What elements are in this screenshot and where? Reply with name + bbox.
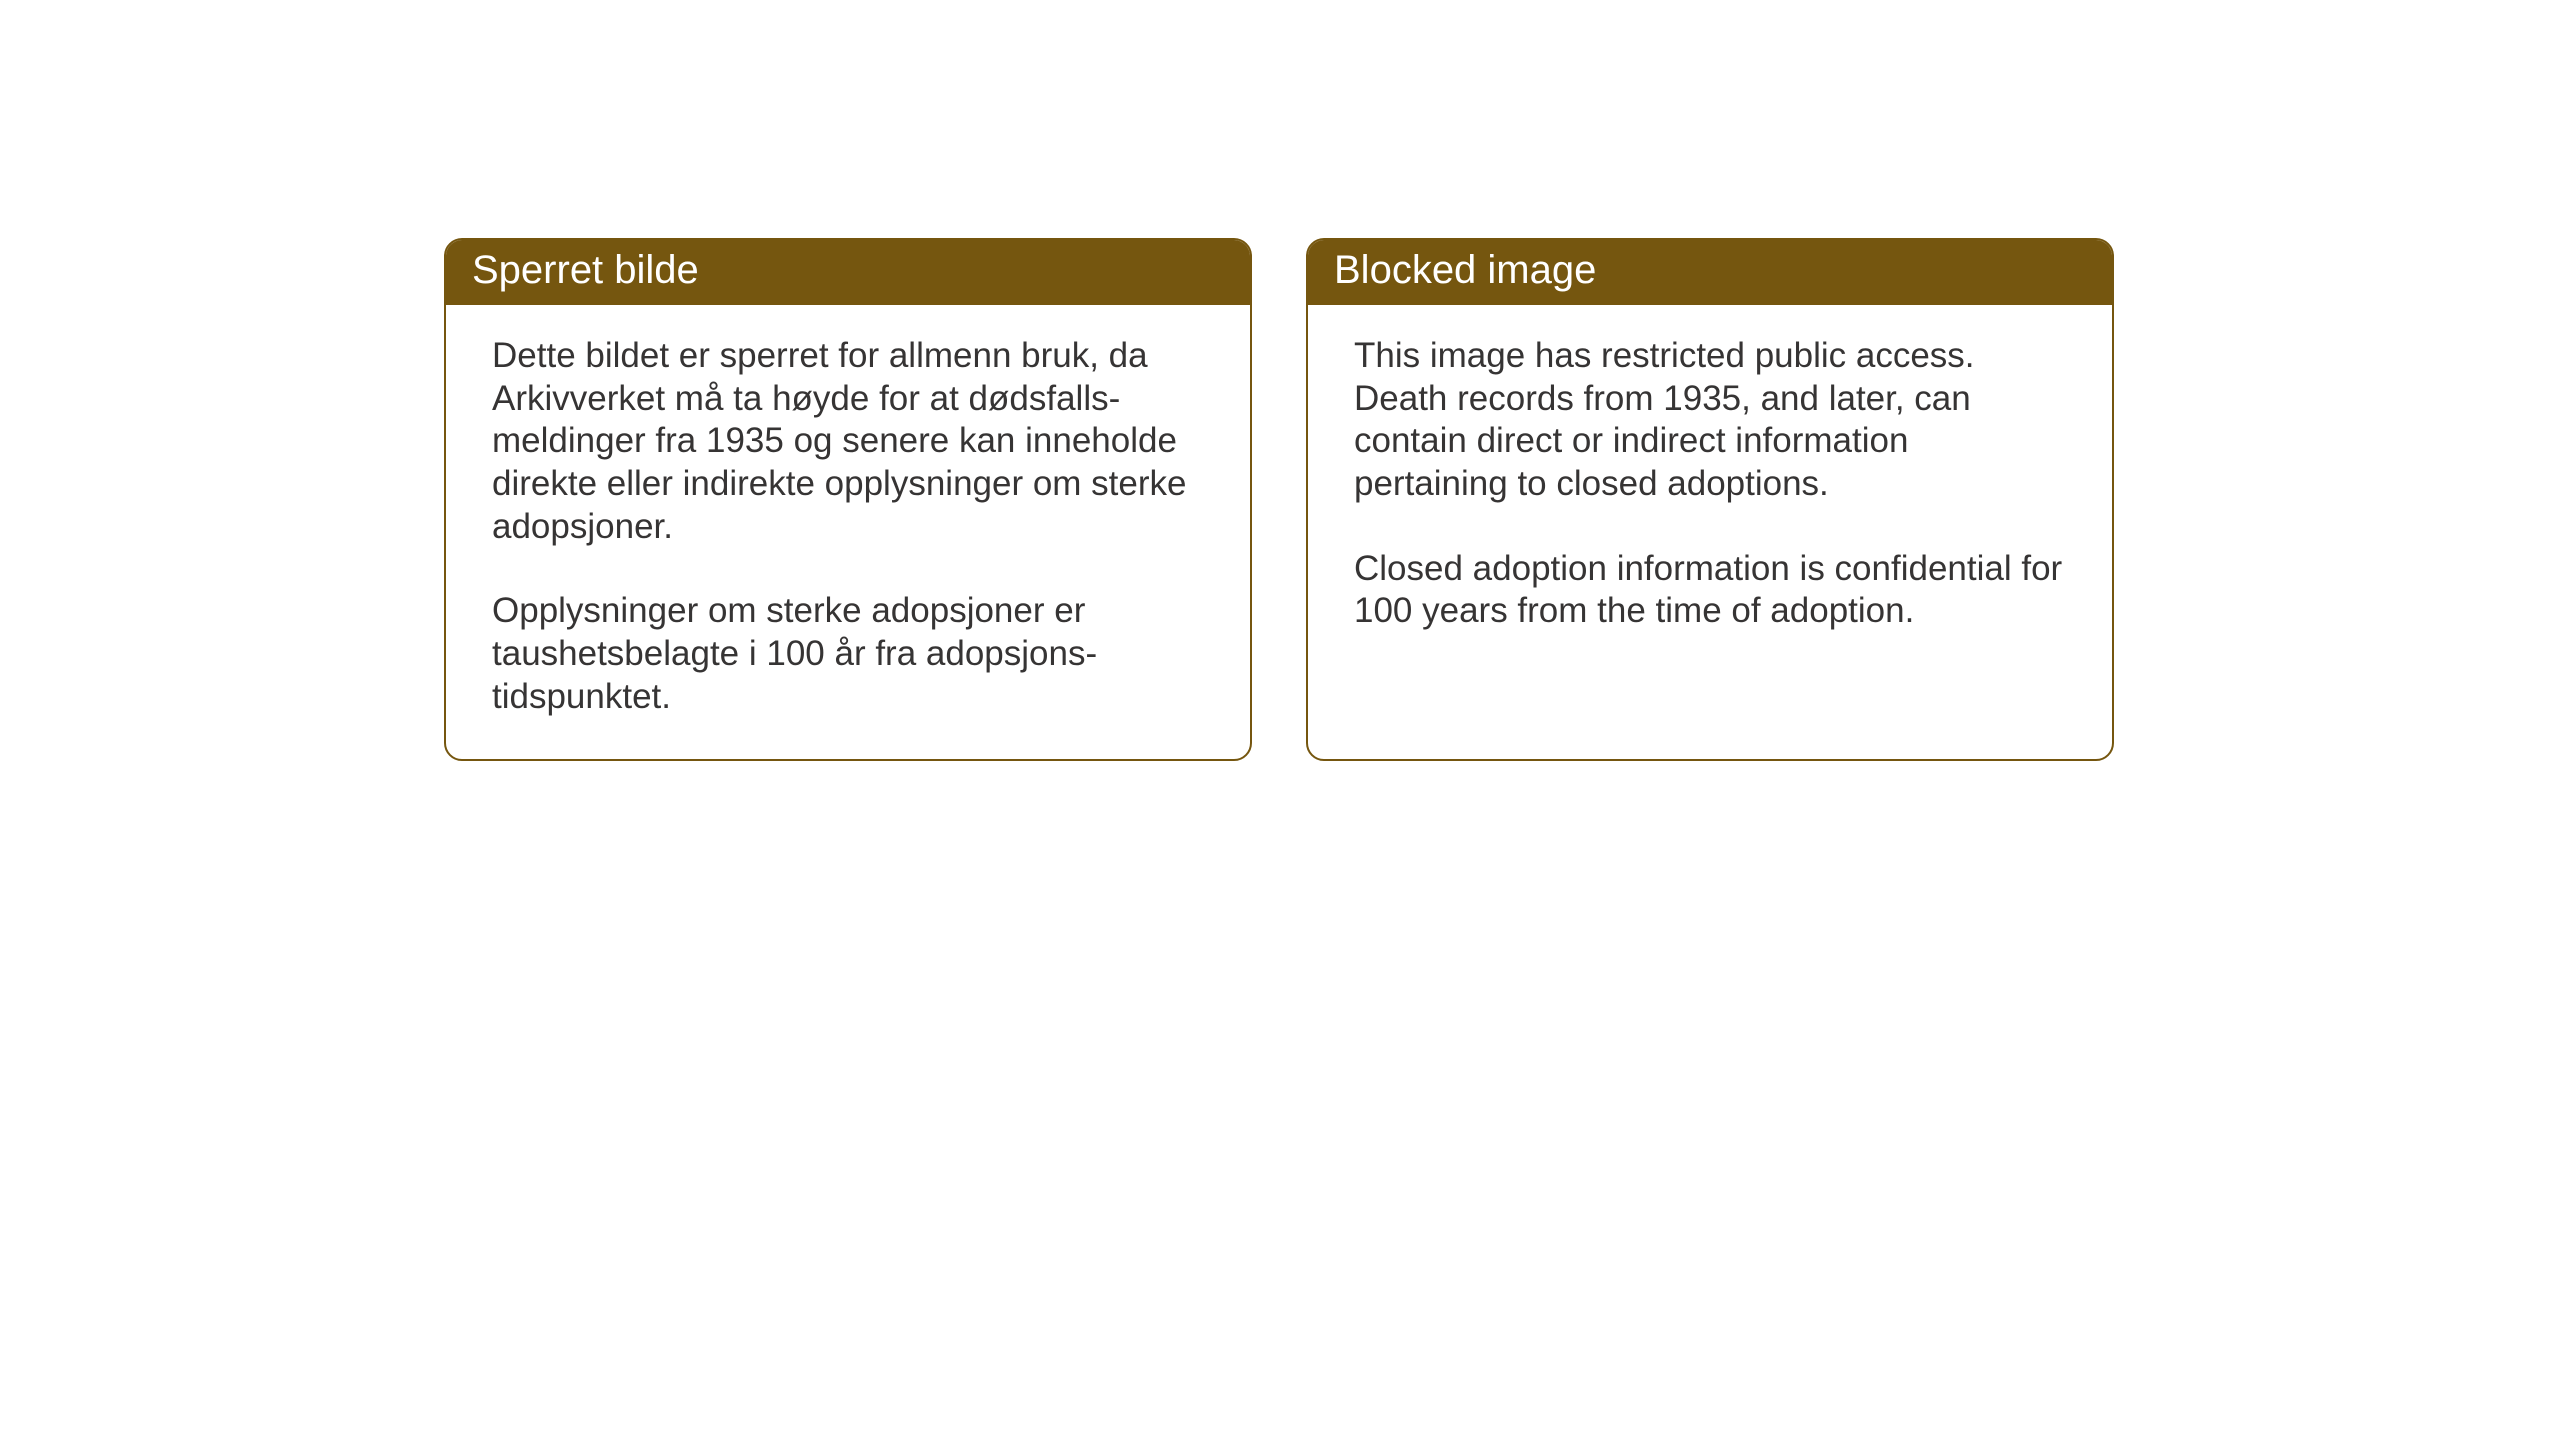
- card-header-norwegian: Sperret bilde: [446, 240, 1250, 305]
- notice-card-norwegian: Sperret bilde Dette bildet er sperret fo…: [444, 238, 1252, 761]
- card-header-english: Blocked image: [1308, 240, 2112, 305]
- card-paragraph: Dette bildet er sperret for allmenn bruk…: [492, 335, 1204, 548]
- card-paragraph: This image has restricted public access.…: [1354, 335, 2066, 506]
- card-body-norwegian: Dette bildet er sperret for allmenn bruk…: [446, 305, 1250, 759]
- notice-cards-container: Sperret bilde Dette bildet er sperret fo…: [444, 238, 2114, 761]
- card-paragraph: Opplysninger om sterke adopsjoner er tau…: [492, 590, 1204, 718]
- notice-card-english: Blocked image This image has restricted …: [1306, 238, 2114, 761]
- card-body-english: This image has restricted public access.…: [1308, 305, 2112, 673]
- card-paragraph: Closed adoption information is confident…: [1354, 548, 2066, 633]
